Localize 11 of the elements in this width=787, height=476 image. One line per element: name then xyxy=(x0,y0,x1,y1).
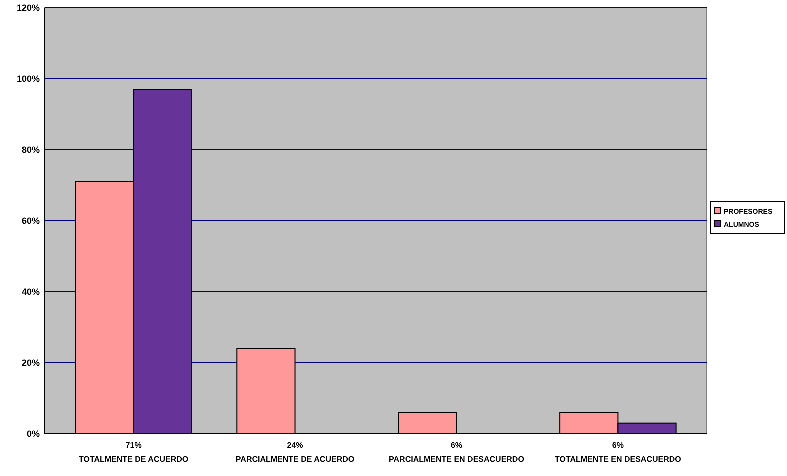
y-tick-label: 0% xyxy=(26,429,40,440)
x-tick-label: 6% TOTALMENTE EN DESACUERDO xyxy=(555,441,682,464)
y-tick-label: 20% xyxy=(22,358,40,368)
y-tick-label: 40% xyxy=(22,287,40,298)
y-tick-label: 100% xyxy=(16,74,40,84)
x-tick-label: 6% PARCIALMENTE EN DESACUERDO xyxy=(389,441,524,464)
x-tick-label: 24% PARCIALMENTE DE ACUERDO xyxy=(236,441,355,464)
y-tick-label: 60% xyxy=(22,216,40,226)
y-tick-label: 120% xyxy=(16,3,40,14)
y-tick-label: 80% xyxy=(22,145,40,156)
x-tick-label: 71% TOTALMENTE DE ACUERDO xyxy=(78,441,189,464)
